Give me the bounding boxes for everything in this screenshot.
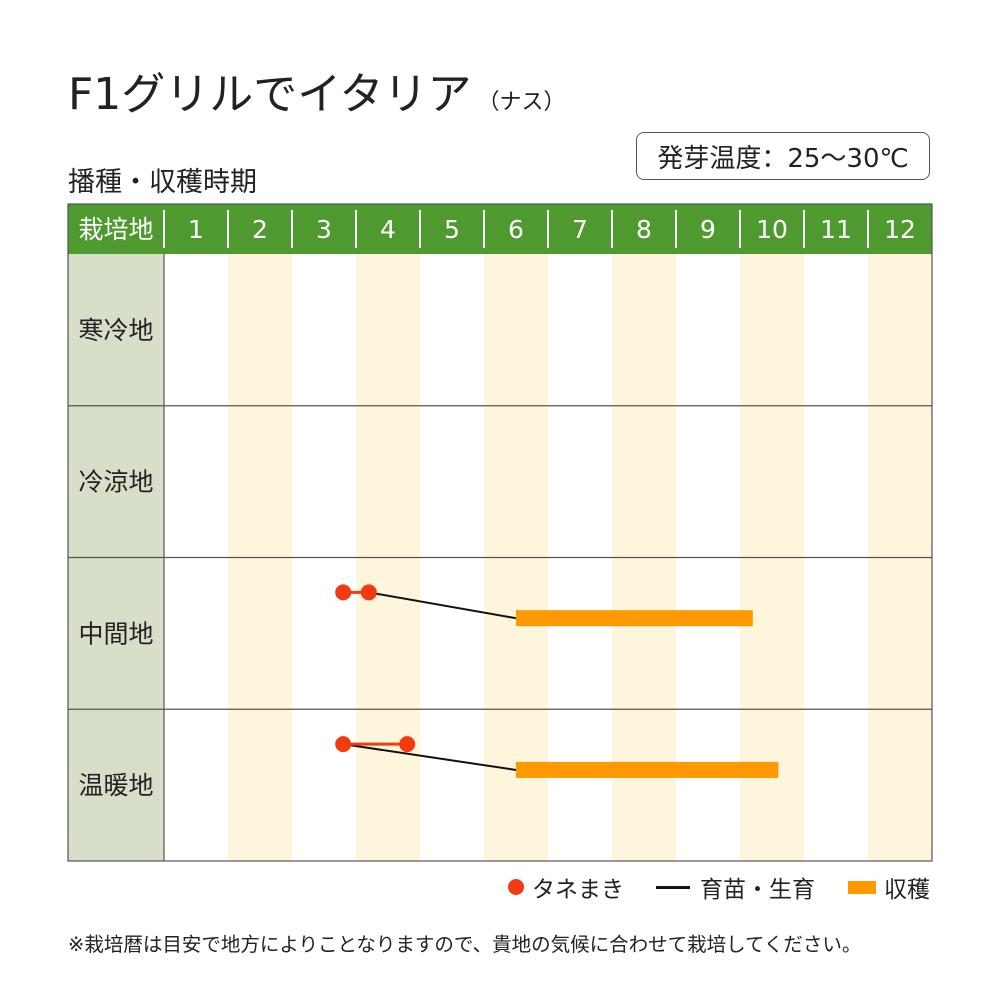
region-label: 中間地 bbox=[78, 619, 153, 648]
month-tick-label: 1 bbox=[188, 215, 204, 244]
title-sub: （ナス） bbox=[477, 90, 566, 115]
growth-line-icon bbox=[656, 885, 690, 889]
footnote: ※栽培暦は目安で地方によりことなりますので、貴地の気候に合わせて栽培してください… bbox=[68, 933, 862, 956]
chart-outer-border bbox=[67, 203, 933, 862]
month-tick-label: 3 bbox=[316, 215, 332, 244]
germination-temp-text: 発芽温度：25〜30℃ bbox=[657, 143, 909, 174]
region-label: 冷涼地 bbox=[78, 468, 153, 497]
legend-seedling: 育苗・生育 bbox=[656, 870, 815, 904]
month-tick-label: 6 bbox=[508, 215, 524, 244]
growth-line bbox=[368, 591, 517, 620]
corner-label: 栽培地 bbox=[78, 215, 153, 244]
month-tick-label: 9 bbox=[700, 215, 716, 244]
chart-subtitle: 播種・収穫時期 bbox=[68, 167, 257, 198]
sowing-point bbox=[360, 584, 377, 601]
sowing-point bbox=[399, 736, 416, 753]
germination-temp-box: 発芽温度：25〜30℃ bbox=[636, 132, 930, 180]
sowing-point bbox=[335, 736, 352, 753]
page-title: F1グリルでイタリア （ナス） bbox=[68, 58, 566, 122]
legend-seedling-label: 育苗・生育 bbox=[700, 877, 815, 903]
legend-sowing: タネまき bbox=[508, 870, 624, 904]
region-label: 寒冷地 bbox=[78, 316, 153, 345]
month-tick-label: 12 bbox=[884, 215, 916, 244]
legend-sowing-label: タネまき bbox=[532, 877, 624, 903]
month-tick-label: 5 bbox=[444, 215, 460, 244]
month-tick-label: 10 bbox=[756, 215, 788, 244]
harvest-bar-icon bbox=[848, 880, 876, 894]
month-tick-label: 8 bbox=[636, 215, 652, 244]
legend: タネまき 育苗・生育 収穫 bbox=[508, 870, 938, 904]
legend-harvest: 収穫 bbox=[848, 870, 930, 904]
harvest-bar bbox=[516, 761, 779, 778]
growth-line bbox=[343, 743, 517, 771]
header-row bbox=[68, 204, 932, 254]
month-tick-label: 7 bbox=[572, 215, 588, 244]
month-tick-label: 11 bbox=[820, 215, 852, 244]
title-main: F1グリルでイタリア bbox=[68, 69, 472, 120]
legend-harvest-label: 収穫 bbox=[884, 877, 930, 903]
sowing-dot-icon bbox=[508, 879, 524, 895]
month-tick-label: 2 bbox=[252, 215, 268, 244]
sowing-point bbox=[335, 584, 352, 601]
harvest-bar bbox=[516, 610, 753, 627]
month-tick-label: 4 bbox=[380, 215, 396, 244]
region-label: 温暖地 bbox=[78, 771, 153, 800]
